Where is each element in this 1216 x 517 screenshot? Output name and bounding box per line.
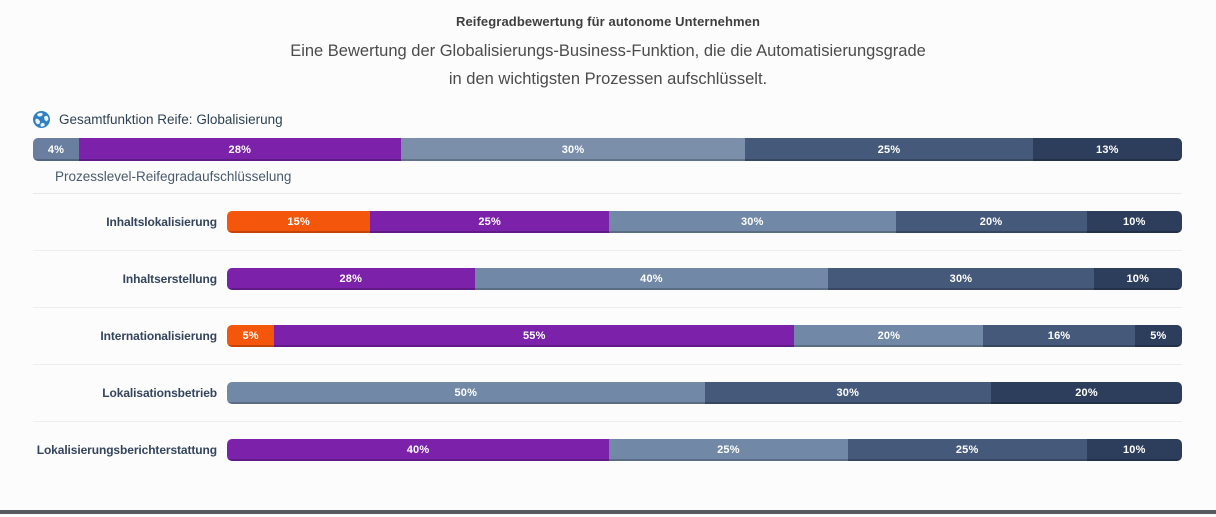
bar-segment: 30% [828, 268, 1094, 290]
bar-segment-label: 28% [228, 143, 252, 156]
bar-segment-label: 20% [979, 216, 1003, 228]
bar-segment-label: 5% [242, 330, 259, 342]
page-subtitle: Eine Bewertung der Globalisierungs-Busin… [290, 42, 926, 88]
bar-segment-label: 15% [287, 216, 310, 228]
bar-segment-label: 25% [717, 444, 740, 456]
process-row-label: Lokalisierungsberichterstattung [36, 443, 217, 457]
bar-segment: 25% [847, 439, 1087, 461]
bar-segment-label: 10% [1126, 273, 1150, 285]
bar-segment-label: 55% [522, 330, 546, 342]
bar-segment-label: 10% [1122, 444, 1146, 456]
bar-segment: 10% [1093, 268, 1182, 290]
process-row-label: Lokalisationsbetrieb [102, 386, 217, 400]
bar-segment: 50% [227, 382, 705, 404]
bar-segment: 10% [1086, 211, 1182, 233]
process-row-bar: 28% 40% 30% 10% [227, 268, 1182, 290]
bar-segment: 15% [227, 211, 371, 233]
bar-segment-label: 30% [836, 387, 860, 399]
process-row-label: Inhaltserstellung [122, 272, 217, 286]
bar-segment-label: 25% [478, 216, 501, 228]
bar-segment-label: 28% [339, 273, 363, 285]
bar-segment: 28% [78, 138, 401, 161]
bar-segment-label: 10% [1122, 216, 1146, 228]
process-row-bar: 50% 30% 20% [227, 382, 1182, 404]
bar-segment: 25% [609, 439, 848, 461]
section-divider [33, 193, 1182, 194]
bar-segment: 55% [274, 325, 795, 347]
bar-segment: 40% [227, 439, 609, 461]
process-row: Lokalisierungsberichterstattung 40% 25% 25%… [33, 421, 1182, 478]
bar-segment-label: 5% [1150, 330, 1167, 342]
process-row: Internationalisierung 5% 55% 20% 16% 5% [33, 307, 1182, 364]
globe-icon [33, 110, 50, 128]
bar-segment-label: 4% [47, 143, 65, 156]
bar-segment: 20% [991, 382, 1182, 404]
bar-segment: 10% [1086, 439, 1182, 461]
bar-segment-label: 30% [740, 216, 764, 228]
bottom-window-edge [0, 510, 1216, 514]
report-header: Reifegradbewertung für autonome Unterneh… [0, 0, 1216, 93]
bar-segment-label: 13% [1096, 143, 1119, 156]
bar-segment-label: 30% [949, 273, 973, 285]
bar-segment: 40% [474, 268, 829, 290]
bar-segment: 4% [33, 138, 79, 161]
chart-area: Gesamtfunktion Reife: Globalisierung 4% 2… [0, 108, 1216, 478]
overall-maturity-label: Gesamtfunktion Reife: Globalisierung [59, 111, 283, 127]
bar-segment-label: 16% [1047, 330, 1071, 342]
breakdown-section-label: Prozesslevel-Reifegradaufschlüsselung [55, 169, 292, 184]
process-row-bar: 40% 25% 25% 10% [227, 439, 1182, 461]
bar-segment: 28% [227, 268, 475, 290]
bar-segment-label: 50% [454, 387, 478, 399]
bar-segment: 13% [1032, 138, 1182, 161]
process-row-bar: 5% 55% 20% 16% 5% [227, 325, 1182, 347]
process-row-label: Inhaltslokalisierung [106, 215, 217, 229]
bar-segment-label: 20% [877, 330, 901, 342]
bar-segment-label: 25% [955, 444, 979, 456]
bar-segment-label: 25% [877, 143, 901, 156]
bar-segment: 5% [227, 325, 275, 347]
bar-segment: 30% [400, 138, 746, 161]
bar-segment: 20% [794, 325, 984, 347]
process-row-label: Internationalisierung [100, 329, 217, 343]
bar-segment-label: 40% [406, 444, 430, 456]
page-title: Reifegradbewertung für autonome Unterneh… [455, 14, 761, 29]
bar-segment-label: 40% [640, 273, 663, 285]
bar-segment: 25% [745, 138, 1033, 161]
process-row: Lokalisationsbetrieb 50% 30% 20% [33, 364, 1182, 421]
bar-segment: 30% [609, 211, 896, 233]
bar-segment-label: 20% [1075, 387, 1098, 399]
bar-segment: 16% [983, 325, 1135, 347]
overall-maturity-header: Gesamtfunktion Reife: Globalisierung [33, 108, 1182, 130]
process-rows-list: Inhaltslokalisierung 15% 25% 30% 20% 10% Inhal… [33, 194, 1182, 478]
overall-maturity-bar: 4% 28% 30% 25% 13% [33, 138, 1182, 161]
bar-segment: 30% [704, 382, 991, 404]
process-row: Inhaltserstellung 28% 40% 30% 10% [33, 250, 1182, 307]
process-row: Inhaltslokalisierung 15% 25% 30% 20% 10% [33, 194, 1182, 250]
bar-segment-label: 30% [561, 143, 585, 156]
process-row-bar: 15% 25% 30% 20% 10% [227, 211, 1182, 233]
bar-segment: 5% [1134, 325, 1182, 347]
bar-segment: 25% [370, 211, 609, 233]
bar-segment: 20% [895, 211, 1087, 233]
